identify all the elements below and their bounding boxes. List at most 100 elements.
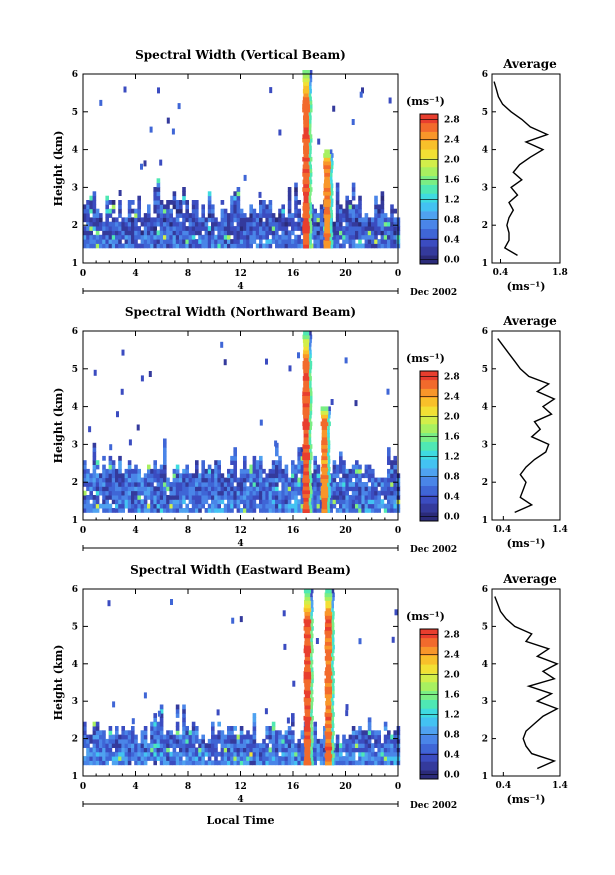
high-width-column-cell	[332, 689, 335, 695]
heatmap-cell	[361, 226, 365, 231]
heatmap-cell	[364, 508, 369, 513]
heatmap-cell	[153, 713, 157, 718]
high-width-column-cell	[309, 413, 312, 419]
high-width-column-cell	[329, 149, 333, 154]
high-width-column-cell	[308, 417, 312, 423]
colorbar-tick-label: 1.6	[444, 433, 460, 443]
heatmap-cell	[134, 503, 138, 509]
heatmap-cell	[259, 464, 263, 470]
heatmap-cell	[188, 495, 193, 500]
heatmap-cell	[265, 490, 269, 496]
heatmap-cell	[89, 486, 93, 492]
heatmap-cell	[166, 486, 170, 492]
heatmap-cell	[265, 213, 269, 218]
heatmap-cell	[111, 490, 116, 496]
heatmap-cell	[163, 208, 167, 214]
heatmap-cell	[172, 760, 177, 766]
heatmap-cell	[121, 490, 125, 496]
heatmap-cell	[147, 747, 151, 753]
heatmap-cell	[371, 243, 375, 249]
high-width-column-cell	[324, 592, 333, 598]
heatmap-cell	[172, 738, 177, 744]
heatmap-cell	[89, 734, 93, 740]
high-width-column-cell	[328, 493, 331, 498]
heatmap-cell	[355, 208, 359, 214]
high-width-column-cell	[302, 156, 310, 162]
heatmap-cell	[271, 490, 276, 496]
heatmap-cell	[108, 473, 113, 479]
colorbar-swatch	[420, 717, 438, 727]
heatmap-cell	[115, 243, 119, 249]
heatmap-cell	[332, 460, 337, 465]
heatmap-cell	[319, 234, 324, 240]
heatmap-cell	[102, 508, 106, 513]
heatmap-cell	[214, 738, 218, 744]
heatmap-cell	[137, 195, 141, 201]
high-width-column-cell	[322, 451, 327, 457]
heatmap-cell	[83, 468, 87, 474]
heatmap-cell	[105, 230, 109, 236]
heatmap-cell	[108, 482, 113, 487]
heatmap-cell	[211, 747, 215, 753]
heatmap-cell	[118, 200, 122, 205]
heatmap-cell	[217, 495, 221, 500]
heatmap-cell	[278, 499, 282, 505]
heatmap-cell	[143, 692, 147, 699]
heatmap-cell	[287, 221, 292, 227]
heatmap-cell	[262, 503, 266, 509]
heatmap-cell	[137, 747, 141, 753]
heatmap-cell	[143, 726, 148, 731]
heatmap-cell	[323, 726, 327, 731]
heatmap-cell	[265, 495, 269, 500]
heatmap-cell	[383, 234, 388, 240]
heatmap-cells	[83, 588, 401, 766]
y-tick-label: 3	[72, 440, 78, 450]
heatmap-cell	[281, 230, 285, 236]
heatmap-cell	[131, 743, 135, 748]
heatmap-cell	[182, 191, 186, 197]
heatmap-cell	[393, 734, 397, 740]
heatmap-cell	[175, 708, 180, 714]
heatmap-cell	[243, 495, 247, 500]
heatmap-cell	[157, 710, 161, 717]
heatmap-cell	[271, 751, 276, 757]
heatmap-cell	[342, 490, 346, 496]
heatmap-cell	[156, 473, 161, 479]
heatmap-cell	[262, 200, 266, 205]
heatmap-cell	[118, 473, 122, 479]
heatmap-cell	[127, 464, 132, 470]
high-width-column-cell	[304, 622, 311, 627]
heatmap-cell	[223, 756, 228, 761]
heatmap-cell	[374, 204, 378, 210]
heatmap-cell	[377, 204, 381, 210]
heatmap-cell	[313, 468, 317, 474]
heatmap-cell	[118, 234, 122, 240]
heatmap-cell	[233, 468, 237, 474]
heatmap-cell	[137, 217, 141, 223]
heatmap-cell	[284, 468, 289, 474]
heatmap-cell	[230, 490, 234, 496]
high-width-column-cell	[331, 603, 334, 609]
heatmap-cell	[390, 221, 394, 227]
heatmap-cell	[175, 226, 180, 231]
heatmap-cell	[297, 738, 301, 744]
heatmap-cell	[115, 738, 119, 744]
heatmap-cell	[249, 226, 253, 231]
heatmap-cell	[361, 486, 365, 492]
heatmap-cell	[153, 717, 157, 723]
heatmap-cell	[204, 239, 209, 244]
high-width-column-cell	[303, 236, 310, 241]
heatmap-cell	[332, 105, 336, 112]
heatmap-cell	[380, 200, 385, 205]
high-width-column-cell	[304, 603, 311, 609]
high-width-column-cell	[310, 611, 313, 616]
heatmap-cell	[140, 243, 145, 249]
heatmap-cell	[93, 369, 97, 376]
heatmap-cell	[252, 734, 257, 740]
heatmap-cell	[89, 477, 93, 483]
heatmap-cell	[220, 751, 225, 757]
heatmap-cell	[223, 221, 228, 227]
heatmap-cell	[380, 230, 385, 236]
heatmap-cell	[99, 477, 103, 483]
heatmap-cell	[86, 226, 90, 231]
